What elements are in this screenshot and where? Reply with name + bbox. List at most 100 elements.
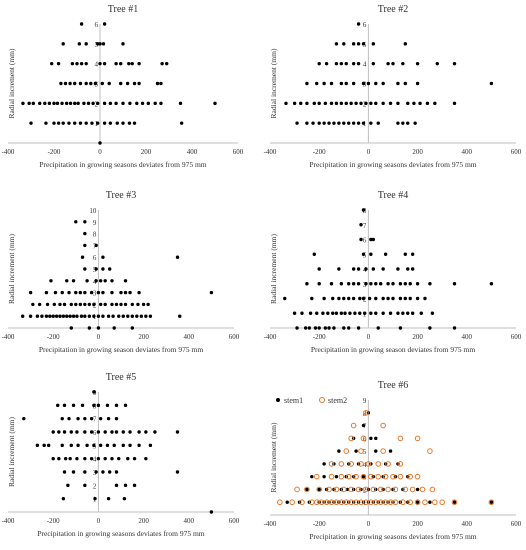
data-point xyxy=(69,443,73,448)
data-point xyxy=(403,296,407,301)
data-point xyxy=(371,237,376,242)
data-point xyxy=(38,101,42,106)
data-point xyxy=(410,252,415,256)
y-tick-label: 7 xyxy=(363,222,367,230)
y-tick-label: 2 xyxy=(363,296,367,304)
x-tick-label: -200 xyxy=(47,517,60,525)
y-tick-label: 6 xyxy=(363,435,367,443)
data-point xyxy=(374,101,378,106)
data-point xyxy=(359,101,363,106)
data-point xyxy=(85,443,89,448)
data-point xyxy=(326,311,330,315)
data-point xyxy=(52,101,56,106)
data-point xyxy=(329,81,334,86)
data-point xyxy=(111,314,115,318)
data-point xyxy=(345,487,350,492)
data-point xyxy=(343,311,347,315)
data-point xyxy=(356,42,361,46)
series-stem2 xyxy=(277,409,495,506)
data-point xyxy=(392,486,399,493)
data-point xyxy=(121,430,125,434)
data-point xyxy=(356,121,361,125)
data-point xyxy=(284,101,288,106)
data-point xyxy=(56,61,61,66)
data-point xyxy=(35,314,40,318)
data-point xyxy=(102,101,107,106)
data-point xyxy=(451,499,458,506)
data-point xyxy=(67,121,71,125)
data-point xyxy=(132,121,137,125)
data-point xyxy=(381,81,385,86)
data-point xyxy=(71,279,76,283)
data-point xyxy=(209,510,214,514)
chart-title: Tree #4 xyxy=(378,190,408,201)
data-point xyxy=(341,486,347,493)
data-point xyxy=(71,470,76,474)
data-point xyxy=(342,121,346,125)
y-tick-label: 8 xyxy=(363,410,367,418)
data-point xyxy=(374,436,378,441)
data-point xyxy=(96,314,101,318)
data-point xyxy=(423,296,427,301)
data-point xyxy=(59,81,63,86)
data-point xyxy=(121,314,125,318)
data-point xyxy=(76,443,80,448)
data-point xyxy=(68,101,73,106)
data-point xyxy=(332,326,336,330)
data-point xyxy=(213,101,217,106)
data-point xyxy=(76,416,80,421)
data-point xyxy=(396,121,400,125)
data-point xyxy=(110,290,114,295)
data-point xyxy=(31,302,35,307)
data-point xyxy=(127,121,132,125)
legend-marker xyxy=(276,398,280,402)
data-point xyxy=(106,314,111,318)
data-point xyxy=(114,61,118,66)
data-point xyxy=(374,311,378,315)
data-point xyxy=(79,314,84,318)
data-point xyxy=(60,101,64,106)
data-point xyxy=(178,314,182,318)
data-point xyxy=(322,296,326,301)
data-point xyxy=(92,443,96,448)
x-tick-label: -200 xyxy=(313,148,326,156)
data-point xyxy=(60,416,64,421)
data-point xyxy=(130,302,134,307)
data-point xyxy=(414,435,421,442)
data-point xyxy=(159,81,163,86)
data-point xyxy=(69,430,73,434)
data-point xyxy=(317,267,321,271)
data-point xyxy=(108,470,112,474)
y-axis-label: Radial increment (mm) xyxy=(7,48,16,118)
data-point xyxy=(383,252,388,256)
data-point xyxy=(317,101,321,106)
data-point xyxy=(73,101,77,106)
data-point xyxy=(98,141,102,145)
data-point xyxy=(419,311,423,315)
data-point xyxy=(130,61,134,66)
data-point xyxy=(310,474,314,479)
y-tick-label: 8 xyxy=(363,207,367,215)
data-point xyxy=(351,121,356,125)
data-point xyxy=(92,390,96,394)
data-point xyxy=(410,267,415,271)
data-point xyxy=(62,302,67,307)
data-point xyxy=(452,326,457,330)
data-point xyxy=(57,430,61,434)
data-point xyxy=(311,121,315,125)
data-point xyxy=(412,101,416,106)
data-point xyxy=(338,461,345,467)
data-point xyxy=(388,449,393,453)
data-point xyxy=(348,311,352,315)
data-point xyxy=(427,448,433,454)
data-point xyxy=(305,121,309,125)
data-point xyxy=(351,267,356,271)
data-point xyxy=(396,311,400,315)
data-point xyxy=(56,121,61,125)
data-point xyxy=(89,456,94,461)
x-tick-label: 600 xyxy=(511,148,522,156)
data-point xyxy=(62,470,67,474)
data-point xyxy=(126,456,130,461)
data-point xyxy=(429,486,436,493)
data-point xyxy=(363,409,369,416)
